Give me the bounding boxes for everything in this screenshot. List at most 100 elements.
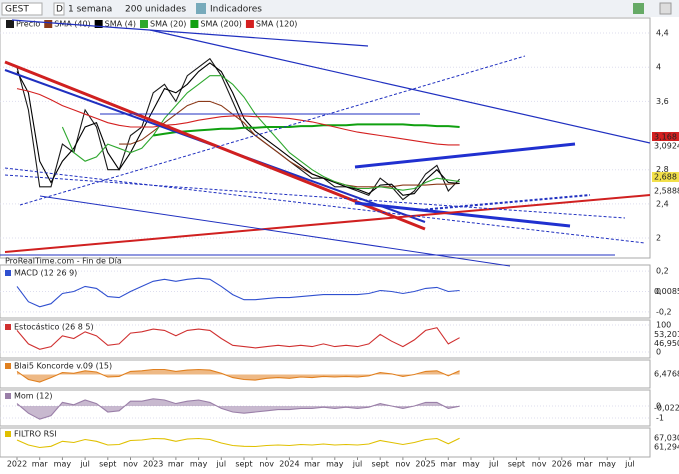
trend-line: [4, 194, 651, 253]
x-tick-label: nov: [532, 460, 547, 469]
x-tick-label: jul: [216, 460, 227, 469]
close-icon[interactable]: [659, 2, 672, 15]
last-value-label: 61,294: [654, 443, 679, 452]
title-swatch: [5, 431, 11, 437]
title-swatch: [5, 393, 11, 399]
legend-label: SMA (200): [200, 20, 242, 29]
x-tick-label: sept: [372, 460, 389, 469]
y-tick-label: 0: [656, 402, 661, 411]
y-tick-label: 4,4: [656, 29, 669, 38]
x-tick-label: sept: [235, 460, 252, 469]
price-box: [652, 141, 679, 151]
last-value-label: -0,022: [654, 404, 679, 413]
x-tick-label: jul: [488, 460, 499, 469]
mode-button[interactable]: [53, 2, 65, 16]
panel-title: Estocástico (26 8 5): [14, 323, 94, 332]
price-box: [652, 186, 679, 196]
indicators[interactable]: Indicadores: [210, 5, 262, 15]
y-tick-label: 2,4: [656, 199, 669, 208]
x-tick-label: mar: [304, 460, 321, 469]
panel: [0, 389, 651, 427]
x-tick-label: mar: [168, 460, 185, 469]
series-line: [153, 123, 460, 137]
y-tick-label: 2: [656, 234, 661, 243]
trend-line: [11, 19, 369, 47]
last-value-label: 2,5888: [654, 187, 679, 196]
last-value-label: 0,0085: [654, 287, 679, 296]
tool-icon[interactable]: [633, 3, 644, 14]
panel-title: Mom (12): [14, 392, 53, 401]
legend-label: SMA (4): [105, 20, 136, 29]
x-tick-label: may: [598, 460, 616, 469]
x-tick-label: nov: [123, 460, 138, 469]
trend-line: [39, 195, 511, 267]
y-tick-label: 0,2: [656, 267, 669, 276]
series-line: [16, 277, 460, 308]
legend-label: SMA (20): [150, 20, 186, 29]
title-swatch: [5, 363, 11, 369]
x-tick-label: 2024: [279, 460, 299, 469]
y-tick-label: -1: [656, 414, 664, 423]
series-line: [61, 75, 460, 191]
x-tick-label: jul: [624, 460, 635, 469]
y-tick-label: 0: [656, 287, 661, 296]
legend-swatch: [44, 20, 53, 28]
y-tick-label: -0,2: [656, 307, 672, 316]
x-tick-label: may: [54, 460, 72, 469]
x-tick-label: 2026: [552, 460, 572, 469]
panel: [0, 427, 651, 458]
x-tick-label: sept: [508, 460, 525, 469]
series-line: [16, 437, 460, 449]
series-line: [16, 62, 460, 196]
trend-line: [149, 29, 651, 144]
legend-label: Precio: [16, 20, 40, 29]
panel-title: MACD (12 26 9): [14, 269, 77, 278]
x-tick-label: may: [462, 460, 480, 469]
x-tick-label: may: [326, 460, 344, 469]
area: [17, 369, 460, 382]
series-line: [16, 88, 460, 146]
period[interactable]: 1 semana: [68, 5, 112, 15]
series-line: [16, 398, 460, 420]
trend-line: [354, 142, 576, 169]
mode: D: [56, 5, 63, 15]
legend-swatch: [245, 20, 254, 28]
y-tick-label: 100: [656, 321, 671, 330]
y-tick-label: 4: [656, 63, 661, 72]
x-tick-label: mar: [577, 460, 594, 469]
last-value-label: 46,950: [654, 339, 679, 348]
symbol-box[interactable]: [1, 2, 43, 16]
last-value-label: 3,168: [654, 133, 677, 142]
legend-swatch: [190, 20, 199, 28]
x-tick-label: 2025: [415, 460, 435, 469]
source-note: ProRealTime.com - Fin de Día: [5, 257, 122, 266]
x-tick-label: 2022: [7, 460, 27, 469]
y-tick-label: 2,8: [656, 165, 669, 174]
trend-line: [4, 174, 626, 219]
x-tick-label: jul: [79, 460, 90, 469]
trend-lines: [0, 19, 651, 267]
series-line: [16, 327, 460, 350]
indicators-icon: [196, 3, 206, 14]
area: [17, 398, 460, 420]
panel: [0, 17, 651, 259]
price-box: [652, 132, 679, 142]
trend-line: [4, 60, 426, 231]
last-value-label: 2,688: [654, 173, 677, 182]
legend-swatch: [139, 20, 148, 28]
units[interactable]: 200 unidades: [125, 5, 186, 15]
symbol: GEST: [5, 5, 29, 15]
last-value-label: 53,201: [654, 330, 679, 339]
legend-label: SMA (120): [256, 20, 298, 29]
legend-swatch: [94, 20, 103, 28]
plots: 2022 mar may jul sept nov 2023 mar may jul sept nov…: [0, 17, 679, 469]
trend-line: [354, 201, 571, 228]
x-tick-label: 2023: [143, 460, 163, 469]
y-tick-label: 3,6: [656, 97, 669, 106]
last-value-label: 6,4768: [654, 370, 679, 379]
toolbar: [0, 0, 679, 17]
y-tick-label: 0: [656, 348, 661, 357]
last-value-label: 67,030: [654, 434, 679, 443]
trend-line: [4, 167, 646, 244]
